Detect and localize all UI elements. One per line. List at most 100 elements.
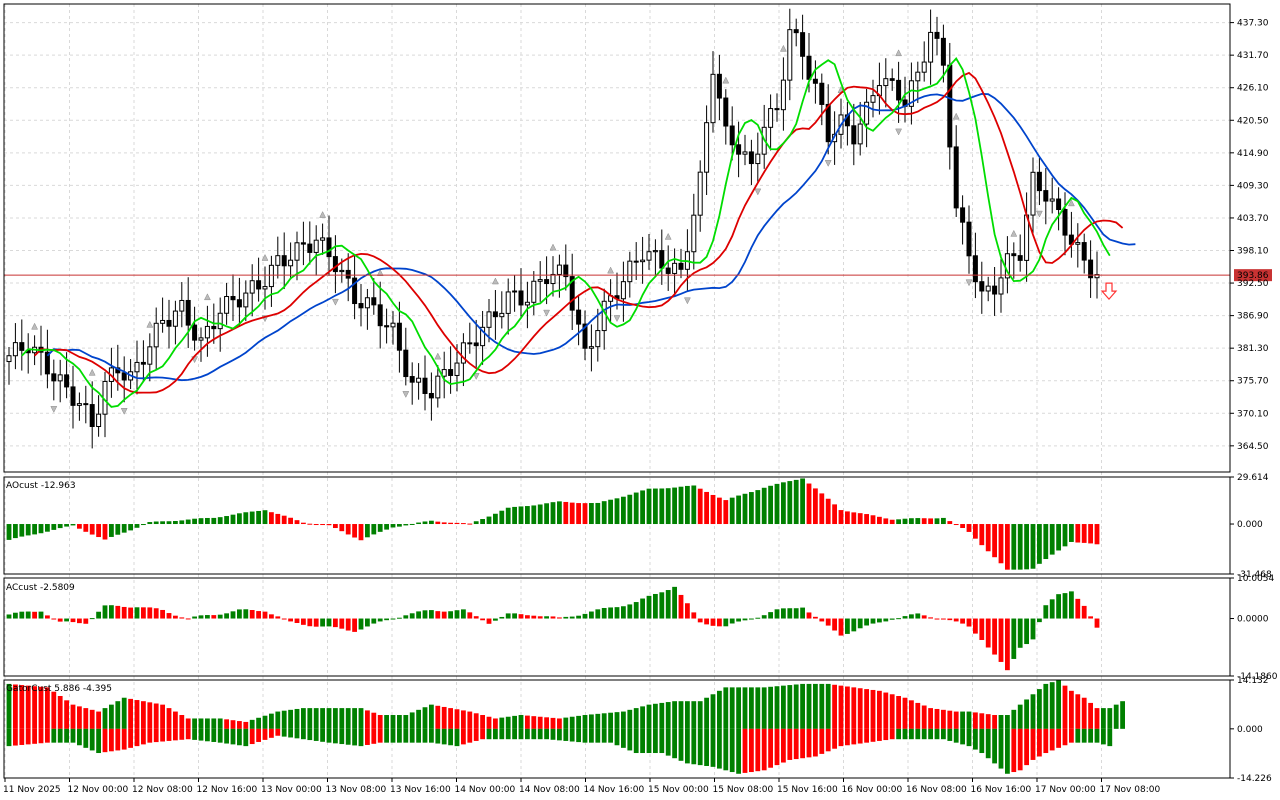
candle[interactable] bbox=[889, 68, 895, 91]
candle[interactable] bbox=[864, 88, 870, 148]
candle[interactable] bbox=[358, 284, 364, 327]
candle[interactable] bbox=[844, 102, 850, 146]
candle[interactable] bbox=[1030, 157, 1036, 235]
candle[interactable] bbox=[288, 242, 294, 280]
candle[interactable] bbox=[76, 392, 82, 421]
candle[interactable] bbox=[467, 322, 473, 354]
candle[interactable] bbox=[409, 362, 415, 405]
candle[interactable] bbox=[486, 299, 492, 343]
candle[interactable] bbox=[768, 94, 774, 151]
candle[interactable] bbox=[179, 282, 185, 328]
candle[interactable] bbox=[243, 280, 249, 322]
candle[interactable] bbox=[608, 279, 614, 323]
candle[interactable] bbox=[601, 288, 607, 350]
candle[interactable] bbox=[313, 225, 319, 276]
candle[interactable] bbox=[371, 278, 377, 315]
candle[interactable] bbox=[691, 193, 697, 270]
candle[interactable] bbox=[377, 281, 383, 349]
candle[interactable] bbox=[1011, 242, 1017, 279]
candle[interactable] bbox=[19, 319, 25, 371]
candle[interactable] bbox=[883, 58, 889, 108]
candle[interactable] bbox=[166, 299, 172, 349]
candle[interactable] bbox=[537, 261, 543, 302]
candle[interactable] bbox=[793, 18, 799, 47]
candle[interactable] bbox=[755, 132, 761, 183]
candle[interactable] bbox=[633, 242, 639, 281]
candle[interactable] bbox=[441, 351, 447, 399]
candle[interactable] bbox=[499, 291, 505, 329]
candle[interactable] bbox=[345, 253, 351, 302]
candle[interactable] bbox=[876, 62, 882, 115]
candle[interactable] bbox=[300, 221, 306, 266]
candle[interactable] bbox=[652, 239, 658, 275]
candle[interactable] bbox=[640, 236, 646, 284]
candle[interactable] bbox=[57, 359, 63, 403]
candle[interactable] bbox=[435, 365, 441, 408]
ao-panel[interactable] bbox=[6, 478, 1100, 570]
candle[interactable] bbox=[908, 62, 914, 125]
candle[interactable] bbox=[812, 60, 818, 104]
candle[interactable] bbox=[384, 308, 390, 344]
candle[interactable] bbox=[569, 253, 575, 331]
candle[interactable] bbox=[531, 271, 537, 316]
candle[interactable] bbox=[819, 73, 825, 126]
candle[interactable] bbox=[1049, 177, 1055, 214]
candle[interactable] bbox=[403, 327, 409, 386]
candle[interactable] bbox=[825, 84, 831, 155]
candle[interactable] bbox=[1043, 168, 1049, 225]
candle[interactable] bbox=[25, 333, 31, 374]
candle[interactable] bbox=[979, 261, 985, 314]
candle[interactable] bbox=[704, 105, 710, 195]
candle[interactable] bbox=[550, 256, 556, 297]
candle[interactable] bbox=[934, 16, 940, 56]
down-arrow-icon[interactable] bbox=[1100, 282, 1118, 301]
candle[interactable] bbox=[851, 103, 857, 166]
candle[interactable] bbox=[12, 323, 18, 370]
candle[interactable] bbox=[416, 363, 422, 400]
candle[interactable] bbox=[678, 248, 684, 279]
candle[interactable] bbox=[422, 355, 428, 411]
candle[interactable] bbox=[249, 264, 255, 317]
candle[interactable] bbox=[480, 310, 486, 365]
candle[interactable] bbox=[723, 89, 729, 145]
candle[interactable] bbox=[198, 327, 204, 362]
candle[interactable] bbox=[736, 121, 742, 178]
candle[interactable] bbox=[1056, 187, 1062, 231]
candle[interactable] bbox=[921, 41, 927, 82]
candle[interactable] bbox=[588, 324, 594, 372]
candle[interactable] bbox=[96, 395, 102, 437]
candle[interactable] bbox=[83, 385, 89, 424]
candle[interactable] bbox=[1017, 234, 1023, 272]
candle[interactable] bbox=[665, 245, 671, 291]
candle[interactable] bbox=[748, 139, 754, 186]
candle[interactable] bbox=[928, 9, 934, 85]
candle[interactable] bbox=[448, 346, 454, 394]
candle[interactable] bbox=[960, 195, 966, 245]
candle[interactable] bbox=[1062, 192, 1068, 256]
candle[interactable] bbox=[396, 301, 402, 373]
candle[interactable] bbox=[51, 359, 57, 401]
candle[interactable] bbox=[646, 234, 652, 270]
candle[interactable] bbox=[518, 268, 524, 319]
candle[interactable] bbox=[966, 205, 972, 274]
candle[interactable] bbox=[217, 297, 223, 352]
candle[interactable] bbox=[1081, 233, 1087, 274]
candle[interactable] bbox=[870, 79, 876, 118]
candle[interactable] bbox=[326, 215, 332, 276]
candle[interactable] bbox=[512, 275, 518, 312]
candle[interactable] bbox=[1036, 157, 1042, 206]
candle[interactable] bbox=[320, 223, 326, 255]
candle[interactable] bbox=[563, 244, 569, 291]
candle[interactable] bbox=[236, 277, 242, 327]
candle[interactable] bbox=[672, 248, 678, 296]
candle[interactable] bbox=[473, 319, 479, 368]
candle[interactable] bbox=[256, 257, 262, 302]
candle[interactable] bbox=[985, 276, 991, 302]
candle[interactable] bbox=[729, 106, 735, 161]
candle[interactable] bbox=[460, 333, 466, 387]
candle[interactable] bbox=[102, 371, 108, 438]
candle[interactable] bbox=[294, 231, 300, 281]
candle[interactable] bbox=[172, 300, 178, 345]
candle[interactable] bbox=[275, 236, 281, 279]
candle[interactable] bbox=[44, 329, 50, 389]
